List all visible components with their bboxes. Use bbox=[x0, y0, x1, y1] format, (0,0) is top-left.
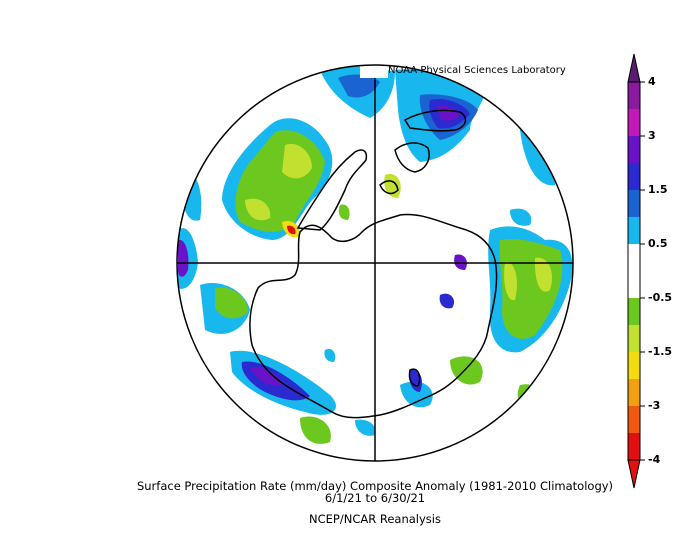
colorbar-segment bbox=[628, 244, 640, 298]
colorbar-segment bbox=[628, 136, 640, 163]
figure-caption-title: Surface Precipitation Rate (mm/day) Comp… bbox=[136, 479, 614, 493]
anomaly-blob bbox=[534, 257, 553, 292]
coastline-islands bbox=[379, 180, 399, 195]
colorbar-tick-label: -3 bbox=[648, 399, 661, 412]
anomaly-blob bbox=[300, 416, 331, 444]
figure-caption-dataset: NCEP/NCAR Reanalysis bbox=[309, 512, 441, 526]
colorbar-tick-label: 3 bbox=[648, 129, 656, 142]
anomaly-blob bbox=[438, 105, 460, 121]
coastline bbox=[249, 213, 498, 419]
anomaly-blob bbox=[282, 143, 312, 179]
anomaly-blob bbox=[454, 254, 467, 270]
colorbar bbox=[627, 53, 645, 489]
colorbar-segment bbox=[628, 109, 640, 136]
colorbar-segment bbox=[628, 163, 640, 190]
colorbar-segment bbox=[628, 190, 640, 217]
colorbar-tick-label: 0.5 bbox=[648, 237, 668, 250]
anomaly-blob bbox=[439, 293, 455, 309]
colorbar-segment bbox=[628, 217, 640, 244]
anomaly-blob bbox=[400, 381, 433, 408]
coastline-peninsula bbox=[296, 149, 368, 231]
colorbar-segment bbox=[628, 298, 640, 325]
colorbar-segment bbox=[628, 352, 640, 379]
anomaly-blob bbox=[338, 74, 380, 98]
colorbar-tick-label: -1.5 bbox=[648, 345, 673, 358]
anomaly-blob bbox=[338, 204, 350, 220]
colorbar-tick-label: -0.5 bbox=[648, 291, 673, 304]
coastline-islands bbox=[394, 142, 430, 173]
credit-box bbox=[360, 62, 388, 78]
colorbar-tick-label: -4 bbox=[648, 453, 661, 466]
colorbar-frame bbox=[627, 81, 641, 461]
anomaly-blob bbox=[245, 198, 271, 221]
colorbar-tick-label: 1.5 bbox=[648, 183, 668, 196]
colorbar-tick-label: 4 bbox=[648, 75, 656, 88]
anomaly-blob bbox=[324, 348, 336, 362]
colorbar-segment bbox=[628, 406, 640, 433]
anomaly-blob bbox=[510, 208, 532, 226]
map-boundary bbox=[176, 64, 574, 462]
coastline-islands bbox=[408, 368, 421, 387]
anomaly-blob bbox=[520, 129, 556, 186]
credit-label: NOAA Physical Sciences Laboratory bbox=[388, 65, 566, 76]
figure-caption-dates: 6/1/21 to 6/30/21 bbox=[324, 491, 426, 505]
colorbar-segment bbox=[628, 325, 640, 352]
anomaly-field bbox=[178, 66, 573, 444]
colorbar-segment bbox=[628, 379, 640, 406]
anomaly-blob bbox=[215, 287, 248, 319]
colorbar-top-arrow bbox=[627, 53, 641, 83]
anomaly-blob bbox=[178, 239, 189, 277]
colorbar-segment bbox=[628, 82, 640, 109]
anomaly-blob bbox=[287, 225, 296, 235]
anomaly-blob bbox=[355, 419, 376, 436]
anomaly-blob bbox=[384, 174, 401, 198]
coastline-islands bbox=[403, 109, 467, 132]
anomaly-blob bbox=[250, 367, 282, 386]
colorbar-segment bbox=[628, 433, 640, 460]
anomaly-blob bbox=[504, 261, 517, 301]
